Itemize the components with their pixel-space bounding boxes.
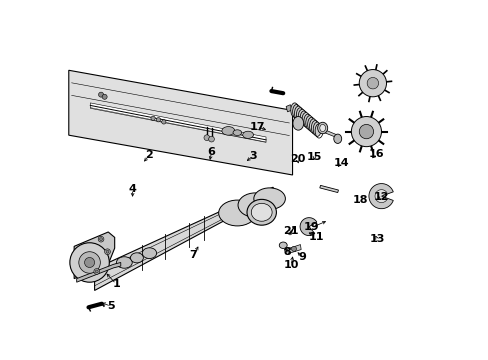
Ellipse shape — [130, 253, 143, 263]
Text: 7: 7 — [189, 250, 197, 260]
Ellipse shape — [298, 109, 305, 123]
Text: 12: 12 — [373, 192, 388, 202]
Text: 18: 18 — [351, 195, 367, 205]
Polygon shape — [90, 103, 265, 142]
Ellipse shape — [222, 127, 234, 135]
Text: 21: 21 — [283, 226, 298, 236]
Circle shape — [366, 77, 378, 89]
Ellipse shape — [116, 257, 132, 268]
Ellipse shape — [319, 125, 325, 132]
Circle shape — [359, 69, 386, 97]
Ellipse shape — [246, 199, 276, 225]
Circle shape — [70, 243, 109, 282]
Wedge shape — [300, 218, 316, 235]
Circle shape — [102, 94, 107, 99]
Ellipse shape — [233, 130, 241, 135]
Circle shape — [100, 238, 102, 240]
Ellipse shape — [242, 131, 253, 138]
Ellipse shape — [279, 242, 286, 248]
Ellipse shape — [253, 188, 285, 210]
Ellipse shape — [302, 112, 309, 127]
Ellipse shape — [288, 233, 291, 235]
Circle shape — [98, 236, 104, 242]
Ellipse shape — [142, 248, 156, 258]
Text: 13: 13 — [369, 234, 384, 244]
Circle shape — [95, 270, 98, 273]
Ellipse shape — [290, 103, 298, 117]
Circle shape — [106, 250, 109, 253]
Circle shape — [104, 249, 110, 255]
Text: 8: 8 — [283, 247, 290, 257]
Ellipse shape — [305, 116, 313, 130]
Text: 11: 11 — [308, 232, 324, 242]
Ellipse shape — [294, 106, 302, 121]
Polygon shape — [319, 185, 338, 193]
Text: 9: 9 — [298, 252, 306, 262]
Text: 15: 15 — [306, 152, 322, 162]
Text: 17: 17 — [249, 122, 264, 132]
Text: 5: 5 — [107, 301, 115, 311]
Circle shape — [351, 117, 381, 147]
Polygon shape — [94, 187, 273, 291]
Ellipse shape — [333, 134, 341, 143]
Text: 6: 6 — [207, 147, 215, 157]
Polygon shape — [69, 70, 292, 175]
Ellipse shape — [291, 248, 296, 252]
Circle shape — [208, 136, 214, 142]
Text: 16: 16 — [368, 149, 384, 159]
Text: 14: 14 — [333, 158, 348, 168]
Ellipse shape — [317, 122, 327, 134]
Circle shape — [151, 116, 155, 121]
Ellipse shape — [251, 203, 271, 221]
Circle shape — [359, 125, 373, 139]
Polygon shape — [74, 232, 115, 279]
Circle shape — [203, 135, 209, 140]
Ellipse shape — [218, 200, 255, 226]
Ellipse shape — [238, 193, 272, 217]
Text: 10: 10 — [283, 260, 298, 270]
Ellipse shape — [292, 117, 303, 130]
Polygon shape — [77, 262, 121, 282]
Wedge shape — [374, 190, 386, 203]
Circle shape — [156, 118, 160, 122]
Text: 19: 19 — [304, 222, 319, 232]
Text: 3: 3 — [249, 150, 257, 161]
Ellipse shape — [313, 122, 321, 136]
Text: 1: 1 — [112, 279, 120, 289]
Circle shape — [94, 269, 100, 274]
Polygon shape — [315, 126, 337, 138]
Circle shape — [84, 257, 94, 267]
Circle shape — [99, 92, 103, 97]
Text: 2: 2 — [145, 150, 153, 160]
Polygon shape — [287, 244, 301, 253]
Wedge shape — [368, 184, 392, 209]
Circle shape — [79, 252, 100, 273]
Text: 20: 20 — [289, 154, 305, 164]
Polygon shape — [285, 105, 291, 112]
Circle shape — [162, 120, 165, 124]
Text: 4: 4 — [128, 184, 136, 194]
Ellipse shape — [309, 119, 317, 133]
Circle shape — [291, 246, 296, 251]
